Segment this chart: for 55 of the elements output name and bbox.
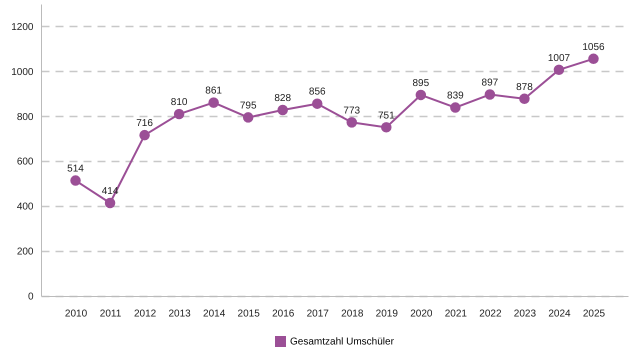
- point: [484, 89, 496, 100]
- data-label: 1007: [548, 52, 570, 64]
- point: [70, 175, 81, 186]
- y-tick-label: 1200: [11, 22, 34, 33]
- data-label: 839: [447, 90, 464, 102]
- data-label: 795: [240, 100, 257, 112]
- point: [139, 130, 150, 140]
- x-tick-label: 2016: [272, 308, 295, 320]
- data-label: 897: [482, 78, 499, 89]
- y-tick-label: 1000: [11, 66, 34, 78]
- data-label: 716: [136, 118, 154, 130]
- data-label: 895: [412, 78, 430, 89]
- point: [450, 102, 461, 113]
- x-tick-label: 2022: [479, 308, 502, 320]
- x-tick-label: 2025: [582, 308, 606, 320]
- point: [416, 90, 426, 100]
- point: [242, 112, 254, 123]
- point: [519, 94, 530, 104]
- y-tick-label: 0: [28, 292, 34, 302]
- x-tick-label: 2010: [64, 308, 88, 320]
- x-tick-label: 2015: [238, 308, 260, 320]
- x-tick-label: 2021: [444, 308, 468, 320]
- point: [346, 117, 358, 128]
- point: [554, 64, 564, 76]
- x-tick-label: 2014: [203, 308, 226, 320]
- point: [588, 54, 599, 64]
- data-label: 861: [205, 86, 222, 97]
- x-tick-label: 2012: [134, 308, 157, 320]
- data-label: 878: [516, 82, 534, 93]
- y-tick-label: 800: [16, 112, 34, 123]
- point: [312, 98, 322, 109]
- data-label: 1056: [582, 42, 606, 53]
- data-label: 828: [274, 93, 292, 104]
- point: [208, 97, 219, 108]
- x-tick-label: 2018: [341, 308, 364, 320]
- x-tick-label: 2019: [376, 308, 398, 320]
- x-tick-label: 2013: [168, 308, 192, 320]
- data-label: 810: [170, 97, 188, 108]
- x-tick-label: 2020: [410, 308, 433, 320]
- y-tick-label: 400: [16, 202, 34, 213]
- point: [104, 198, 116, 208]
- y-tick-label: 200: [16, 246, 34, 258]
- data-label: 856: [308, 86, 326, 98]
- x-tick-label: 2011: [100, 308, 122, 320]
- point: [174, 108, 184, 120]
- data-label: 514: [67, 164, 84, 175]
- point: [381, 122, 392, 133]
- point: [277, 104, 288, 116]
- legend-label: Gesamtzahl Umschüler: [290, 336, 395, 348]
- x-tick-label: 2024: [548, 308, 571, 320]
- x-tick-label: 2017: [306, 308, 330, 320]
- x-tick-label: 2023: [514, 308, 536, 320]
- y-tick-label: 600: [16, 156, 34, 168]
- data-label: 773: [343, 105, 361, 116]
- data-label: 751: [378, 110, 396, 122]
